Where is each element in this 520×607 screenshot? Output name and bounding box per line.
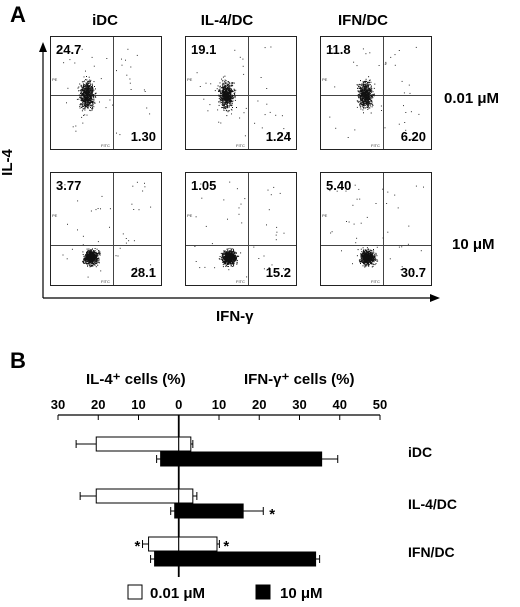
bar-ifng-low [178, 436, 192, 452]
x-tick-label: 10 [131, 397, 145, 412]
bar-il4-low [148, 536, 180, 552]
panel-a-label: A [10, 2, 26, 27]
quadrant-lower-right-value: 1.24 [265, 129, 291, 144]
x-tick-label: 30 [292, 397, 306, 412]
bar-il4-high [160, 451, 180, 467]
quadrant-upper-left-value: 24.7 [56, 42, 82, 57]
quadrant-gate-horizontal [321, 245, 431, 246]
bar-chart: 30 20 10 0 10 20 30 40 50 iDC IL-4/DC * IFN/DC * * 0.01… [51, 397, 457, 602]
plot-y-channel-label: PE [52, 213, 58, 218]
bar-il4-high [174, 503, 180, 519]
flow-plot-r0-c1: 19.1 1.24 FITC PE [185, 36, 297, 150]
plot-x-channel-label: FITC [371, 279, 380, 284]
significance-marker: * [269, 506, 275, 523]
flow-plot-r0-c2: 11.8 6.20 FITC PE [320, 36, 432, 150]
quadrant-upper-left-value: 1.05 [191, 178, 217, 193]
significance-marker: * [223, 538, 229, 555]
event-dots [63, 48, 151, 136]
plot-y-channel-label: PE [322, 77, 328, 82]
panel-a-axes [39, 42, 440, 302]
x-tick-label: 0 [175, 397, 182, 412]
event-dots [196, 46, 288, 140]
panel-b-label: B [10, 348, 26, 373]
quadrant-lower-right-value: 28.1 [130, 265, 156, 280]
event-dots [194, 181, 285, 278]
category-label: IFN/DC [408, 544, 455, 560]
bar-ifng-low [178, 536, 218, 552]
category-label: IL-4/DC [408, 496, 457, 512]
quadrant-gate-horizontal [51, 245, 161, 246]
row-label-high-dose: 10 μM [452, 236, 495, 253]
bar-ifng-high [178, 551, 317, 567]
quadrant-upper-left-value: 3.77 [56, 178, 82, 193]
plot-x-channel-label: FITC [371, 143, 380, 148]
plot-x-channel-label: FITC [236, 279, 245, 284]
flow-plot-r1-c0: 3.77 28.1 FITC PE [50, 172, 162, 286]
quadrant-lower-right-value: 6.20 [400, 129, 426, 144]
plot-y-channel-label: PE [187, 213, 193, 218]
il4-cells-title: IL-4⁺ cells (%) [86, 371, 186, 388]
quadrant-upper-left-value: 5.40 [326, 178, 352, 193]
bar-il4-low [95, 488, 180, 504]
quadrant-lower-right-value: 15.2 [265, 265, 291, 280]
plot-x-channel-label: FITC [101, 279, 110, 284]
plot-y-channel-label: PE [187, 77, 193, 82]
event-dots [62, 181, 152, 278]
x-tick-label: 20 [91, 397, 105, 412]
category-label: iDC [408, 444, 432, 460]
quadrant-gate-vertical [383, 37, 384, 149]
x-tick-label: 40 [333, 397, 347, 412]
bar-il4-high [154, 551, 180, 567]
flow-plot-r1-c2: 5.40 30.7 FITC PE [320, 172, 432, 286]
x-tick-label: 30 [51, 397, 65, 412]
quadrant-lower-right-value: 30.7 [400, 265, 426, 280]
plot-y-channel-label: PE [52, 77, 58, 82]
x-tick-label: 20 [252, 397, 266, 412]
bar-ifng-low [178, 488, 194, 504]
plot-y-channel-label: PE [322, 213, 328, 218]
bar-il4-low [95, 436, 180, 452]
legend-swatch-high [255, 584, 271, 600]
event-dots [329, 184, 424, 272]
event-dots [329, 46, 424, 142]
quadrant-gate-vertical [383, 173, 384, 285]
quadrant-gate-horizontal [186, 245, 296, 246]
quadrant-gate-vertical [248, 37, 249, 149]
bar-ifng-high [178, 503, 244, 519]
quadrant-upper-left-value: 11.8 [326, 42, 351, 57]
ifng-cells-title: IFN-γ⁺ cells (%) [244, 371, 355, 388]
legend-label-high: 10 μM [280, 585, 323, 602]
x-axis-title-ifng: IFN-γ [216, 308, 254, 325]
quadrant-gate-horizontal [321, 95, 431, 96]
quadrant-gate-vertical [113, 37, 114, 149]
plot-x-channel-label: FITC [101, 143, 110, 148]
col-label-idc: iDC [92, 12, 118, 29]
quadrant-gate-vertical [113, 173, 114, 285]
col-label-ifndc: IFN/DC [338, 12, 388, 29]
quadrant-lower-right-value: 1.30 [130, 129, 156, 144]
plot-x-channel-label: FITC [236, 143, 245, 148]
bar-ifng-high [178, 451, 323, 467]
quadrant-upper-left-value: 19.1 [191, 42, 217, 57]
significance-marker: * [135, 538, 141, 555]
legend-swatch-low [127, 584, 143, 600]
legend-label-low: 0.01 μM [150, 585, 205, 602]
quadrant-gate-vertical [248, 173, 249, 285]
quadrant-gate-horizontal [186, 95, 296, 96]
x-tick-label: 10 [212, 397, 226, 412]
flow-plot-r0-c0: 24.7 1.30 FITC PE [50, 36, 162, 150]
flow-plot-r1-c1: 1.05 15.2 FITC PE [185, 172, 297, 286]
row-label-low-dose: 0.01 μM [444, 90, 500, 107]
col-label-il4dc: IL-4/DC [200, 12, 254, 29]
x-tick-label: 50 [373, 397, 387, 412]
quadrant-gate-horizontal [51, 95, 161, 96]
